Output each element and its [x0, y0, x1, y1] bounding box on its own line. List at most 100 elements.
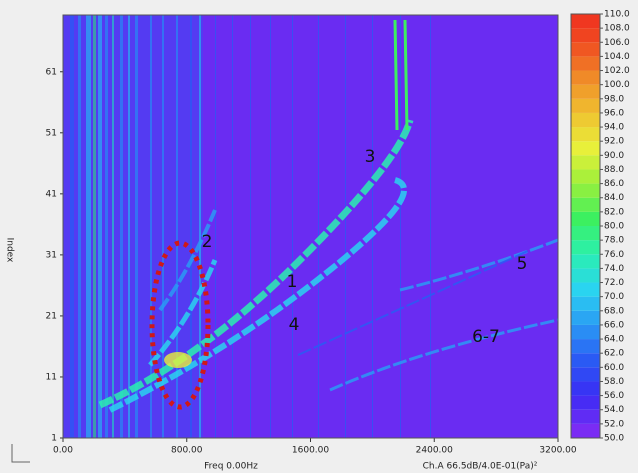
- colorbar-label: 108.0: [604, 24, 630, 34]
- hot-spot: [164, 352, 192, 368]
- streak: [98, 15, 102, 438]
- colorbar-cell: [571, 381, 600, 396]
- colorbar-cell: [571, 226, 600, 241]
- streak: [108, 177, 407, 413]
- colorbar-cell: [571, 423, 600, 438]
- colorbar-label: 106.0: [604, 38, 630, 48]
- colorbar-cell: [571, 282, 600, 297]
- colorbar-cell: [571, 197, 600, 212]
- colorbar-cell: [571, 84, 600, 99]
- streak: [215, 15, 216, 438]
- colorbar-cell: [571, 14, 600, 29]
- colorbar-label: 102.0: [604, 66, 630, 76]
- colorbar-label: 60.0: [604, 363, 624, 373]
- colorbar-border: [570, 13, 601, 439]
- annotation: 5: [517, 254, 528, 274]
- colorbar-cell: [571, 367, 600, 382]
- colorbar-label: 70.0: [604, 292, 624, 302]
- colorbar-label: 96.0: [604, 108, 624, 118]
- colorbar-cell: [571, 296, 600, 311]
- y-tick-label: 11: [46, 372, 57, 382]
- colorbar-label: 90.0: [604, 151, 624, 161]
- colorbar-label: 82.0: [604, 207, 624, 217]
- annotation: 6-7: [472, 327, 500, 347]
- x-tick-label: 800.00: [171, 446, 203, 456]
- colorbar-cell: [571, 155, 600, 170]
- plot-border: [62, 14, 559, 439]
- colorbar-label: 84.0: [604, 193, 624, 203]
- colorbar-label: 72.0: [604, 278, 624, 288]
- annotation: 3: [365, 147, 376, 167]
- streak: [98, 119, 414, 409]
- colorbar-cell: [571, 310, 600, 325]
- colorbar-cell: [571, 42, 600, 57]
- colorbar-cell: [571, 183, 600, 198]
- colorbar-label: 62.0: [604, 349, 624, 359]
- annotation: 1: [287, 272, 298, 292]
- y-tick-label: 41: [46, 189, 57, 199]
- colorbar-label: 92.0: [604, 137, 624, 147]
- colorbar-cell: [571, 28, 600, 43]
- colorbar-cell: [571, 169, 600, 184]
- colorbar-label: 74.0: [604, 264, 624, 274]
- colorbar-label: 86.0: [604, 179, 624, 189]
- streak: [292, 15, 293, 438]
- colorbar-cell: [571, 339, 600, 354]
- streak: [86, 15, 91, 438]
- x-tick-label: 2400.00: [416, 446, 453, 456]
- streak: [162, 15, 164, 438]
- streak: [318, 15, 319, 438]
- streak: [93, 15, 96, 438]
- colorbar-cell: [571, 56, 600, 71]
- plot-area: [63, 15, 558, 438]
- streak: [120, 15, 123, 438]
- streak: [430, 15, 431, 438]
- colorbar-cell: [571, 353, 600, 368]
- colorbar-cell: [571, 240, 600, 255]
- streak: [329, 318, 558, 392]
- colorbar-label: 52.0: [604, 419, 624, 429]
- streak: [399, 238, 558, 292]
- streak: [393, 19, 409, 131]
- y-tick-label: 1: [51, 434, 57, 444]
- colorbar-cell: [571, 141, 600, 156]
- x-tick-label: 1600.00: [292, 446, 329, 456]
- y-tick-label: 61: [46, 67, 57, 77]
- streak: [128, 15, 130, 438]
- x-tick-label: 0.00: [53, 446, 73, 456]
- streak: [345, 15, 346, 438]
- colorbar-cell: [571, 409, 600, 424]
- highlight-ellipse: [149, 240, 211, 410]
- colorbar-label: 110.0: [604, 10, 630, 20]
- annotation: 2: [202, 232, 213, 252]
- streak: [400, 15, 401, 438]
- colorbar-cell: [571, 268, 600, 283]
- streak: [232, 15, 233, 438]
- streak: [112, 15, 114, 438]
- y-tick-label: 51: [46, 128, 57, 138]
- y-tick-label: 21: [46, 311, 57, 321]
- colorbar-label: 100.0: [604, 80, 630, 90]
- colorbar-label: 94.0: [604, 123, 624, 133]
- colorbar-label: 50.0: [604, 434, 624, 444]
- colorbar-cell: [571, 395, 600, 410]
- spectrum: [63, 15, 558, 438]
- colorbar-label: 64.0: [604, 335, 624, 345]
- colorbar-label: 56.0: [604, 391, 624, 401]
- colorbar-cell: [571, 127, 600, 142]
- colorbar-cell: [571, 98, 600, 113]
- streak: [176, 15, 178, 438]
- annotation: 4: [289, 315, 300, 335]
- streak: [158, 209, 217, 312]
- colorbar-label: 66.0: [604, 320, 624, 330]
- x-axis-label: Freq 0.00Hz: [204, 462, 258, 472]
- streak: [150, 15, 152, 438]
- colorbar-cell: [571, 112, 600, 128]
- colorbar-cell: [571, 70, 600, 85]
- colorbar-label: 80.0: [604, 222, 624, 232]
- streak: [199, 15, 201, 438]
- colorbar-label: 88.0: [604, 165, 624, 175]
- y-axis-label: Index: [5, 238, 15, 263]
- streak: [190, 15, 192, 438]
